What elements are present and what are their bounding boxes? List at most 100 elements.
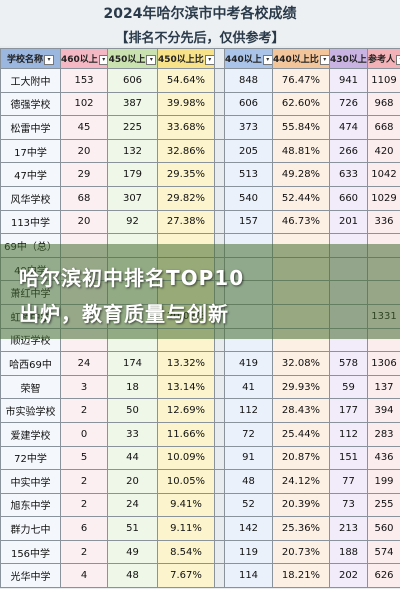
school-name-cell: 156中学	[0, 539, 61, 565]
table-cell: 20.73%	[272, 539, 330, 565]
column-header[interactable]: 450以上比 ▾	[157, 48, 215, 69]
table-cell: 2	[60, 469, 108, 494]
table-cell: 6	[60, 516, 108, 541]
table-cell: 20	[60, 209, 108, 235]
column-header[interactable]: 440以上比 ▾	[272, 48, 330, 69]
column-header-label: 学校名称	[6, 55, 43, 65]
column-header[interactable]: 参考人▾	[367, 48, 400, 69]
table-cell: 20.39%	[272, 492, 330, 518]
table-cell: 13.32%	[157, 351, 215, 376]
school-name-cell: 爱建学校	[0, 421, 61, 447]
table-cell: 11.66%	[157, 421, 215, 447]
table-cell: 44	[107, 445, 158, 471]
table-cell: 46.73%	[272, 209, 330, 235]
table-cell	[214, 398, 225, 423]
table-header-row: 学校名称 ▾ 460以上 ▾ 450以上 ▾ 450以上比 ▾ 440以上 ▾ 440以上比 ▾ 430…	[0, 48, 400, 69]
filter-dropdown-icon[interactable]: ▾	[396, 54, 400, 65]
table-cell: 77	[329, 469, 368, 494]
table-cell: 48.81%	[272, 138, 330, 164]
table-cell	[214, 492, 225, 518]
table-cell: 726	[329, 91, 368, 117]
table-cell: 1029	[367, 185, 400, 211]
column-header[interactable]	[214, 48, 225, 69]
table-cell: 9.41%	[157, 492, 215, 518]
table-cell: 255	[367, 492, 400, 518]
table-cell: 112	[329, 421, 368, 447]
table-cell: 20.87%	[272, 445, 330, 471]
table-cell: 92	[107, 209, 158, 235]
table-row: 市实验学校 2 50 12.69% 112 28.43% 177 394	[0, 398, 400, 423]
column-header[interactable]: 460以上 ▾	[60, 48, 108, 69]
table-cell	[214, 421, 225, 447]
table-cell: 29.82%	[157, 185, 215, 211]
table-cell: 33.68%	[157, 115, 215, 140]
filter-dropdown-icon[interactable]: ▾	[204, 54, 214, 65]
table-cell: 114	[224, 563, 273, 589]
table-cell: 8.54%	[157, 539, 215, 565]
table-cell	[214, 469, 225, 494]
table-cell	[214, 209, 225, 235]
table-cell: 142	[224, 516, 273, 541]
table-cell: 76.47%	[272, 68, 330, 93]
table-cell: 72	[224, 421, 273, 447]
table-row: 113中学 20 92 27.38% 157 46.73% 201 336	[0, 209, 400, 235]
filter-dropdown-icon[interactable]: ▾	[146, 54, 157, 65]
table-cell: 1109	[367, 68, 400, 93]
table-cell	[214, 445, 225, 471]
score-table: 学校名称 ▾ 460以上 ▾ 450以上 ▾ 450以上比 ▾ 440以上 ▾ 440以上比 ▾ 430…	[0, 48, 400, 589]
table-row: 156中学 2 49 8.54% 119 20.73% 188 574	[0, 539, 400, 565]
table-cell: 18.21%	[272, 563, 330, 589]
table-row: 爱建学校 0 33 11.66% 72 25.44% 112 283	[0, 421, 400, 447]
filter-dropdown-icon[interactable]: ▾	[262, 54, 272, 65]
school-name-cell: 中实中学	[0, 469, 61, 494]
table-cell: 137	[367, 374, 400, 400]
table-cell: 513	[224, 162, 273, 187]
school-name-cell: 72中学	[0, 445, 61, 471]
table-cell: 20	[107, 469, 158, 494]
table-row: 松雷中学 45 225 33.68% 373 55.84% 474 668	[0, 115, 400, 140]
table-body: 工大附中 153 606 54.64% 848 76.47% 941 1109 德强学校 102 3…	[0, 68, 400, 589]
table-cell: 5	[60, 445, 108, 471]
table-cell: 213	[329, 516, 368, 541]
table-cell	[214, 68, 225, 93]
table-cell: 25.44%	[272, 421, 330, 447]
table-cell	[214, 516, 225, 541]
filter-dropdown-icon[interactable]: ▾	[98, 54, 107, 65]
table-cell: 307	[107, 185, 158, 211]
table-cell: 62.60%	[272, 91, 330, 117]
table-cell: 13.14%	[157, 374, 215, 400]
table-cell: 394	[367, 398, 400, 423]
table-cell	[214, 185, 225, 211]
filter-dropdown-icon[interactable]: ▾	[44, 54, 54, 65]
table-cell: 188	[329, 539, 368, 565]
table-cell: 29	[60, 162, 108, 187]
table-row: 德强学校 102 387 39.98% 606 62.60% 726 968	[0, 91, 400, 117]
column-header[interactable]: 450以上 ▾	[107, 48, 158, 69]
filter-dropdown-icon[interactable]: ▾	[319, 54, 329, 65]
school-name-cell: 17中学	[0, 138, 61, 164]
column-header[interactable]: 440以上 ▾	[224, 48, 273, 69]
page-title: 2024年哈尔滨市中考各校成绩	[103, 6, 297, 22]
table-row: 荣智 3 18 13.14% 41 29.93% 59 137	[0, 374, 400, 400]
headline-line-1: 哈尔滨初中排名TOP10	[19, 266, 245, 290]
table-cell: 50	[107, 398, 158, 423]
column-header[interactable]: 430以上▾	[329, 48, 368, 69]
column-header-label: 430以上	[330, 55, 367, 65]
table-cell: 48	[224, 469, 273, 494]
table-row: 风华学校 68 307 29.82% 540 52.44% 660 1029	[0, 185, 400, 211]
table-cell: 157	[224, 209, 273, 235]
school-name-cell: 德强学校	[0, 91, 61, 117]
column-header-label: 460以上	[61, 55, 98, 65]
table-cell: 419	[224, 351, 273, 376]
column-header-label: 440以上比	[273, 55, 319, 65]
table-cell: 10.09%	[157, 445, 215, 471]
table-cell: 55.84%	[272, 115, 330, 140]
column-header[interactable]: 学校名称 ▾	[0, 48, 61, 69]
table-cell: 626	[367, 563, 400, 589]
table-cell: 560	[367, 516, 400, 541]
school-name-cell: 113中学	[0, 209, 61, 235]
school-name-cell: 群力七中	[0, 516, 61, 541]
school-name-cell: 47中学	[0, 162, 61, 187]
table-cell	[214, 351, 225, 376]
table-cell: 266	[329, 138, 368, 164]
